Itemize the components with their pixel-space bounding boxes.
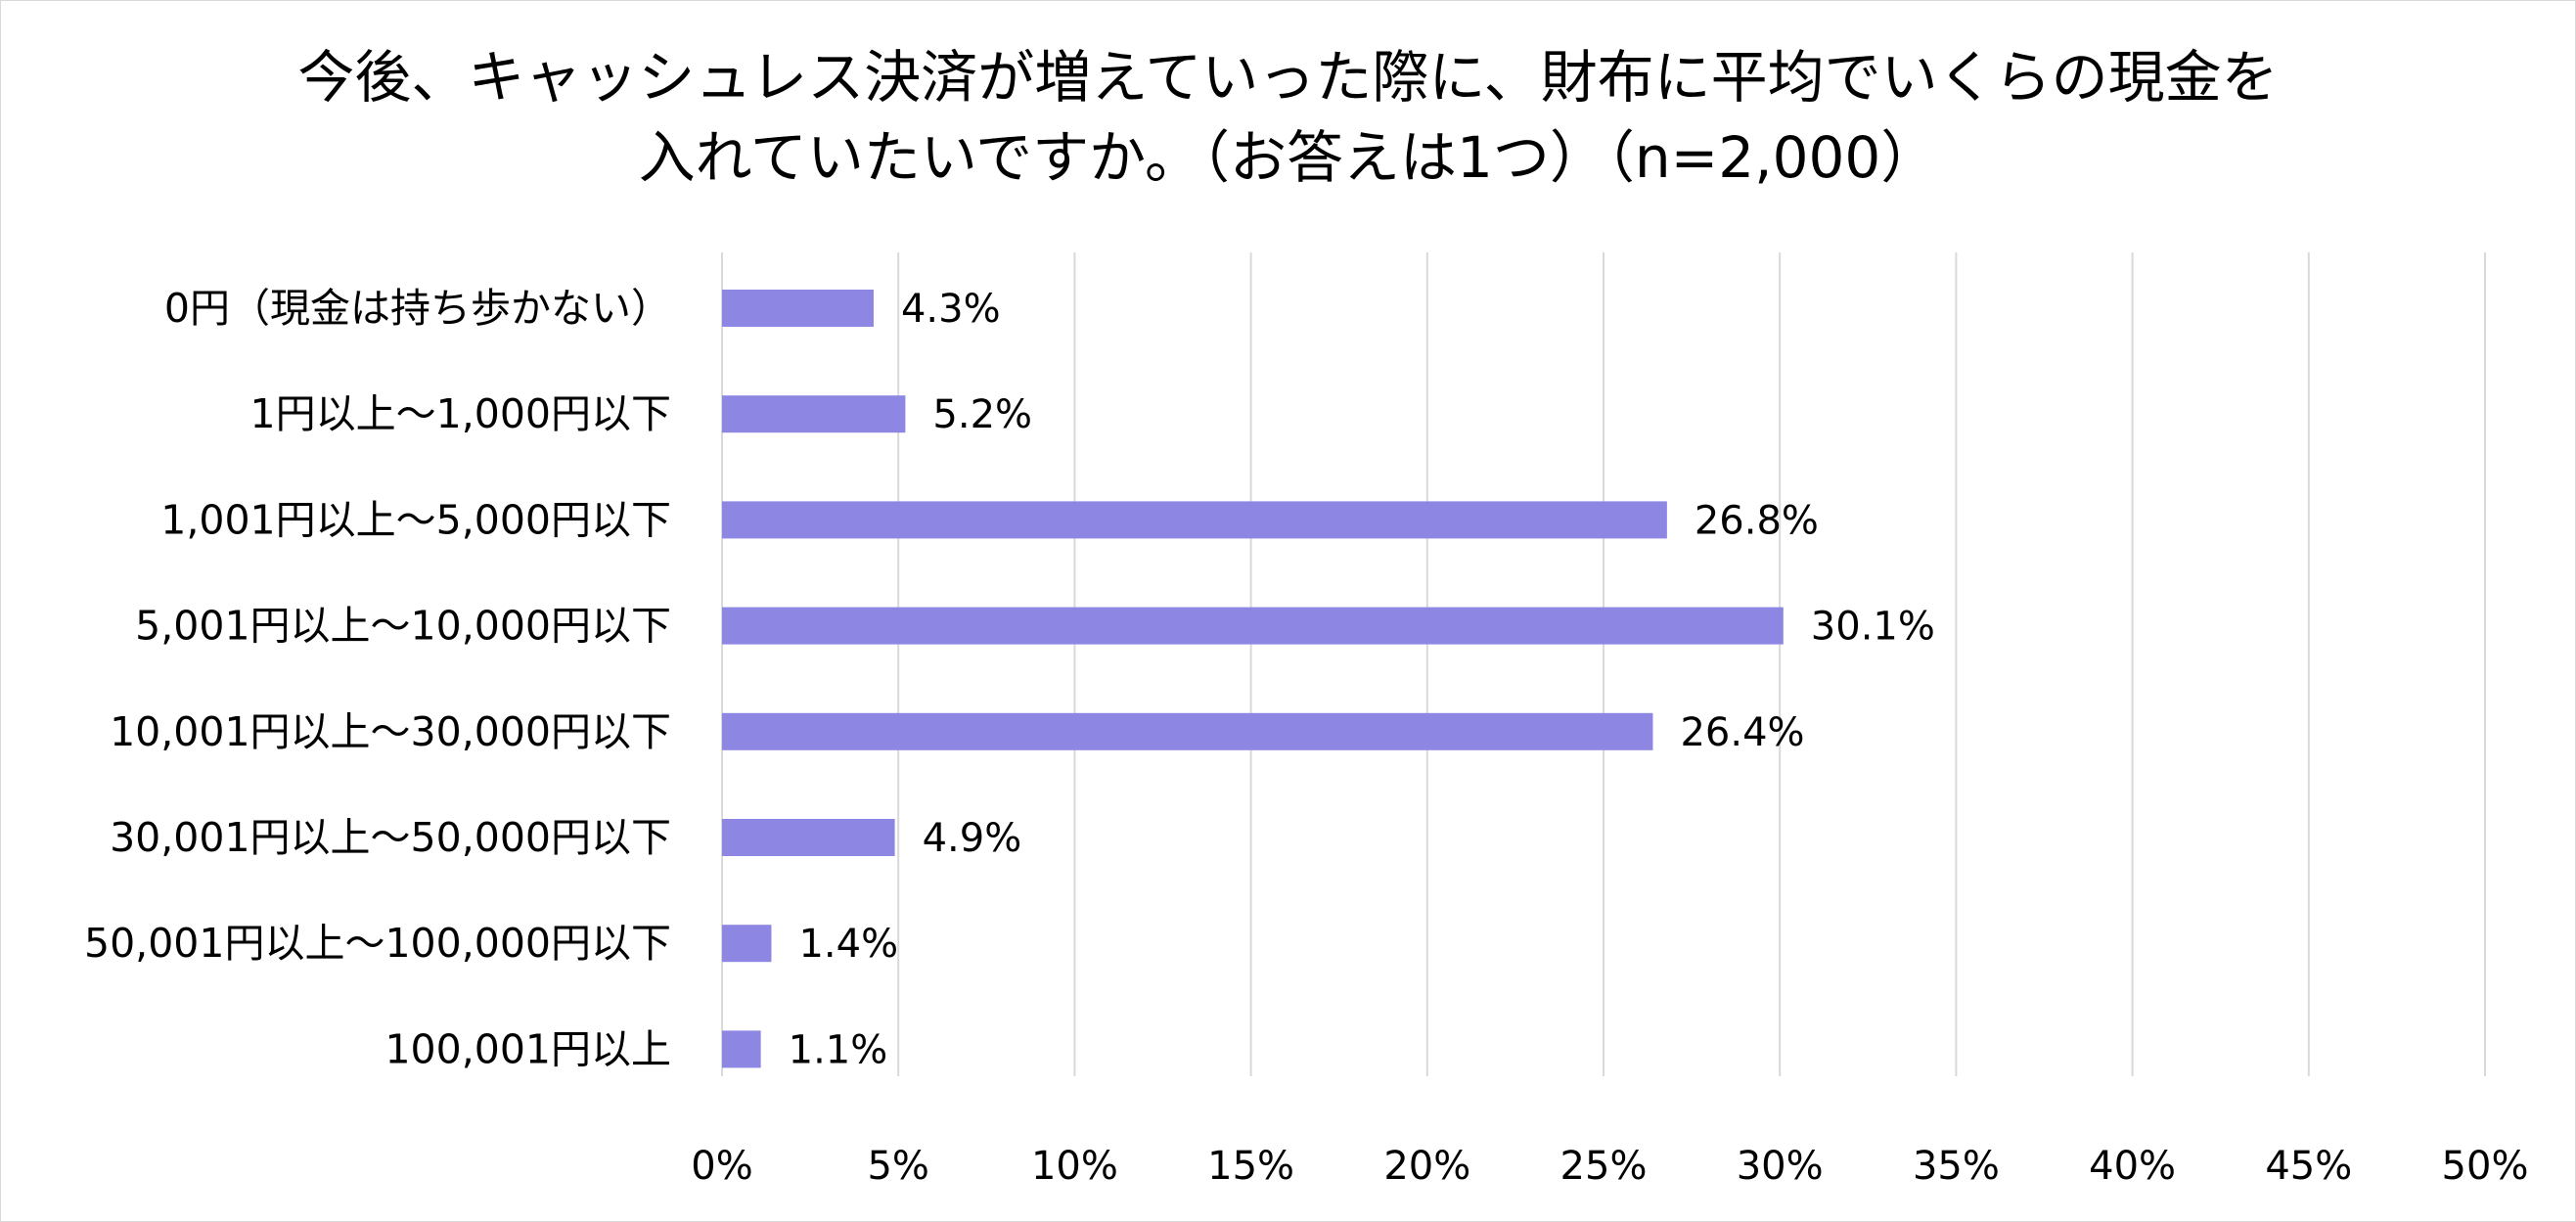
data-label: 5.2% [932,392,1032,437]
chart-title: 今後、キャッシュレス決済が増えていった際に、財布に平均でいくらの現金を 入れてい… [0,37,2576,198]
x-tick-label: 40% [2089,1144,2176,1189]
category-label: 1,001円以上～5,000円以下 [160,496,671,543]
labels: 0% 5% 10% 15% 20% 25% 30% 35% 40% 45% 50% 0円（現金は持ち歩… [84,285,2528,1189]
chart-title-line-1: 今後、キャッシュレス決済が増えていった際に、財布に平均でいくらの現金を [297,44,2279,111]
x-tick-label: 0% [691,1144,752,1189]
data-label: 30.1% [1811,605,1935,650]
x-tick-label: 20% [1383,1144,1470,1189]
x-tick-label: 25% [1560,1144,1648,1189]
bar [722,1030,761,1068]
bar [722,501,1667,539]
category-label: 50,001円以上～100,000円以下 [84,920,671,967]
data-label: 26.4% [1680,710,1804,755]
data-label: 1.1% [789,1027,888,1072]
bar [722,290,874,327]
data-label: 26.8% [1695,498,1819,543]
category-label: 100,001円以上 [384,1025,671,1072]
x-tick-label: 10% [1031,1144,1118,1189]
bar [722,712,1653,750]
gridlines [721,252,2486,1076]
x-tick-label: 35% [1913,1144,2000,1189]
bars [722,290,1784,1068]
category-label: 1円以上～1,000円以下 [250,390,671,437]
x-tick-label: 5% [867,1144,928,1189]
bar [722,395,906,433]
category-label: 0円（現金は持ち歩かない） [164,285,671,332]
data-label: 4.3% [901,287,1001,332]
data-label: 4.9% [923,816,1022,861]
category-label: 10,001円以上～30,000円以下 [110,708,671,755]
bar [722,607,1784,645]
category-label: 5,001円以上～10,000円以下 [135,603,671,650]
bar [722,925,772,963]
chart-title-line-2: 入れていたいですか。（お答えは1つ）（n=2,000） [638,124,1938,191]
category-label: 30,001円以上～50,000円以下 [110,814,671,861]
x-tick-label: 15% [1207,1144,1294,1189]
x-tick-label: 50% [2442,1144,2529,1189]
x-tick-label: 30% [1737,1144,1824,1189]
data-label: 1.4% [798,922,898,967]
bar [722,819,895,856]
x-tick-label: 45% [2265,1144,2352,1189]
